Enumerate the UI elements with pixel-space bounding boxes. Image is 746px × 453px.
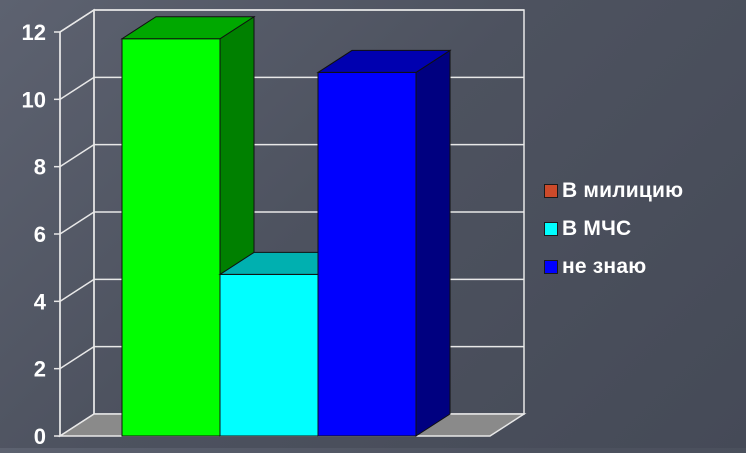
gridline [59, 9, 524, 33]
y-tick-label: 8 [34, 155, 46, 180]
bar-2-front [317, 71, 417, 437]
legend-swatch-mchs [544, 222, 558, 236]
legend-swatch-ne-znayu [544, 260, 558, 274]
y-tick-label: 6 [34, 222, 46, 247]
legend-label-ne-znayu: не знаю [562, 255, 647, 278]
legend-item-militsiya: В милицию [544, 176, 683, 206]
y-tick-label: 10 [22, 87, 46, 112]
y-tick-label: 4 [34, 289, 47, 314]
legend-label-mchs: В МЧС [562, 217, 632, 240]
bar-0-top [120, 16, 256, 40]
legend: В милицию В МЧС не знаю [544, 176, 683, 282]
legend-label-militsiya: В милицию [562, 179, 684, 202]
legend-swatch-militsiya [544, 184, 558, 198]
y-tick-label: 2 [34, 357, 46, 382]
y-tick-label: 0 [34, 424, 46, 448]
bar-1-front [219, 273, 319, 437]
legend-item-mchs: В МЧС [544, 214, 683, 244]
legend-item-ne-znayu: не знаю [544, 252, 683, 282]
y-tick-label: 12 [22, 20, 46, 45]
bar-0-front [121, 38, 221, 437]
bar-2-top [316, 49, 452, 73]
bar-2-side [415, 49, 451, 437]
